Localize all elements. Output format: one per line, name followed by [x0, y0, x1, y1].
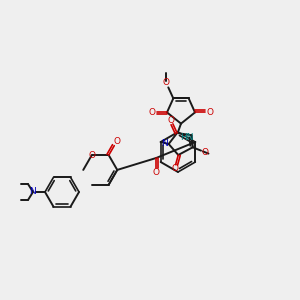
Text: O: O — [88, 151, 95, 160]
Text: O: O — [113, 137, 120, 146]
Text: O: O — [153, 169, 160, 178]
Text: O: O — [148, 108, 155, 117]
Text: O: O — [163, 78, 170, 87]
Text: N: N — [161, 140, 168, 148]
Text: HN: HN — [181, 134, 194, 142]
Text: O: O — [171, 164, 178, 173]
Text: O: O — [168, 116, 175, 125]
Text: O: O — [206, 108, 214, 117]
Text: N: N — [30, 188, 36, 196]
Text: O: O — [201, 148, 208, 157]
